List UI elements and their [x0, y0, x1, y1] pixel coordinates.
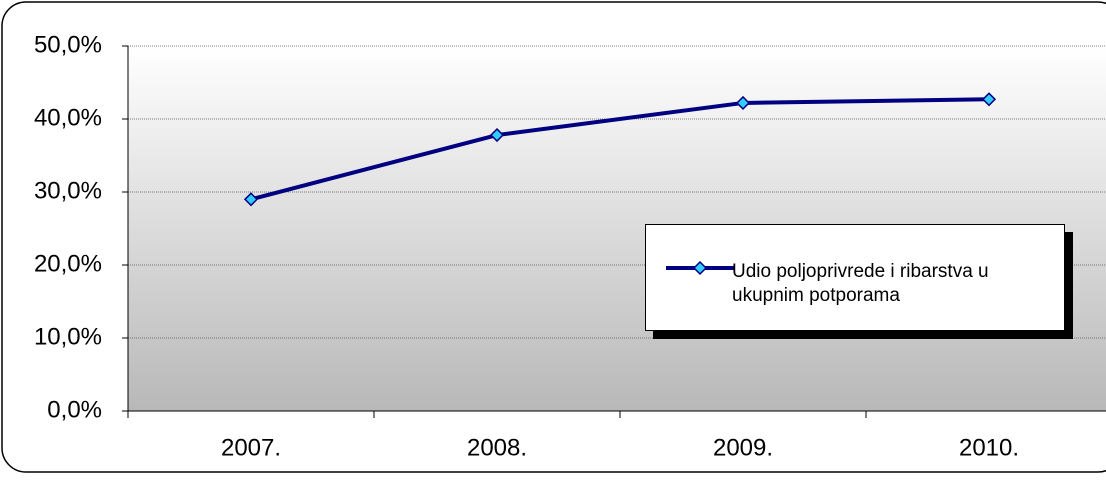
y-tick-label: 50,0%	[34, 31, 102, 58]
legend-marker	[692, 260, 708, 276]
y-tick-label: 0,0%	[47, 396, 102, 423]
y-tick-label: 30,0%	[34, 177, 102, 204]
y-tick-label: 10,0%	[34, 323, 102, 350]
marker	[243, 192, 259, 207]
legend-key	[666, 260, 734, 276]
x-tick-label: 2009.	[713, 434, 773, 461]
series-line	[250, 97, 990, 202]
x-tick-label: 2008.	[467, 434, 527, 461]
legend: Udio poljoprivrede i ribarstva u ukupnim…	[645, 224, 1065, 331]
x-tick-label: 2007.	[221, 434, 281, 461]
marker	[489, 127, 505, 143]
marker	[735, 95, 751, 111]
marker	[981, 92, 997, 107]
y-tick-label: 40,0%	[34, 104, 102, 131]
x-tick-label: 2010.	[959, 434, 1019, 461]
y-tick-label: 20,0%	[34, 250, 102, 277]
legend-label: Udio poljoprivrede i ribarstva u ukupnim…	[732, 261, 989, 306]
